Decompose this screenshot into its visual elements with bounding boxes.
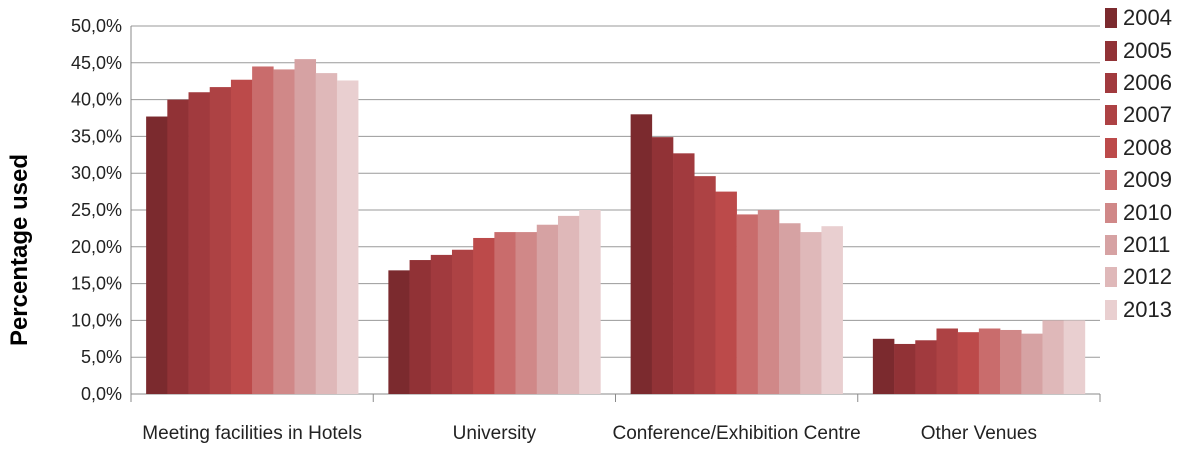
legend-item: 2011	[1105, 229, 1197, 261]
bar	[273, 69, 295, 394]
y-tick-label: 30,0%	[71, 163, 122, 183]
legend-item: 2008	[1105, 132, 1197, 164]
y-tick-label: 0,0%	[81, 384, 122, 404]
bar	[978, 328, 1001, 394]
legend-swatch	[1105, 72, 1117, 93]
y-axis-label: Percentage used	[6, 153, 33, 347]
y-tick-label: 40,0%	[71, 90, 122, 110]
y-tick-label: 25,0%	[71, 200, 122, 220]
y-tick-label: 5,0%	[81, 347, 122, 367]
legend-item: 2005	[1105, 34, 1197, 66]
bar	[936, 328, 958, 394]
bar	[915, 340, 937, 394]
bar	[579, 210, 601, 394]
legend-label: 2012	[1123, 264, 1172, 290]
y-tick-label: 15,0%	[71, 274, 122, 294]
y-tick-label: 50,0%	[71, 16, 122, 36]
bar	[515, 232, 538, 394]
bar	[821, 226, 843, 394]
legend-label: 2011	[1123, 231, 1171, 257]
bar	[630, 114, 653, 394]
y-tick-label: 10,0%	[71, 310, 122, 330]
legend-item: 2009	[1105, 164, 1197, 196]
bar	[252, 66, 274, 394]
bar	[894, 343, 916, 394]
bar	[757, 210, 780, 394]
bar	[336, 80, 359, 395]
bar	[409, 260, 432, 394]
y-tick-label: 20,0%	[71, 237, 122, 257]
x-tick-label: Meeting facilities in Hotels	[142, 423, 362, 444]
legend-label: 2010	[1123, 199, 1172, 225]
legend-item: 2007	[1105, 99, 1197, 131]
bar	[651, 137, 674, 395]
legend-label: 2008	[1123, 134, 1172, 160]
y-axis-label-container: Percentage used	[5, 100, 35, 400]
bar	[957, 332, 980, 394]
legend-item: 2013	[1105, 294, 1197, 326]
bar	[1063, 320, 1086, 394]
bar	[673, 153, 695, 394]
legend-label: 2006	[1123, 69, 1172, 95]
bar	[1021, 333, 1043, 394]
legend-item: 2006	[1105, 67, 1197, 99]
bar	[715, 191, 737, 394]
x-tick-label: Other Venues	[921, 423, 1037, 444]
legend-swatch	[1105, 8, 1117, 29]
legend-label: 2007	[1123, 102, 1172, 128]
legend: 2004 2005 2006 2007 2008 2009 2010 2011 2012 2013	[1105, 2, 1197, 326]
bar	[494, 232, 516, 394]
legend-item: 2012	[1105, 261, 1197, 293]
legend-swatch	[1105, 40, 1117, 61]
bar	[167, 99, 189, 394]
legend-swatch	[1105, 234, 1117, 255]
legend-label: 2013	[1123, 296, 1172, 322]
y-tick-label: 45,0%	[71, 53, 122, 73]
legend-item: 2004	[1105, 2, 1197, 34]
bar	[1042, 320, 1064, 394]
bar	[473, 237, 495, 394]
legend-label: 2004	[1123, 5, 1172, 31]
legend-label: 2005	[1123, 37, 1172, 63]
legend-swatch	[1105, 267, 1117, 288]
legend-swatch	[1105, 137, 1117, 158]
legend-swatch	[1105, 170, 1117, 191]
bar	[230, 79, 253, 394]
bar	[188, 92, 211, 395]
bar	[800, 232, 822, 394]
bar	[536, 224, 559, 394]
bar	[557, 215, 580, 394]
legend-item: 2010	[1105, 196, 1197, 228]
bar	[388, 270, 410, 394]
bar	[430, 254, 453, 394]
bar	[1000, 329, 1022, 394]
y-tick-label: 35,0%	[71, 126, 122, 146]
legend-swatch	[1105, 105, 1117, 126]
legend-swatch	[1105, 202, 1117, 223]
bar	[779, 223, 801, 394]
x-tick-label: University	[453, 423, 537, 444]
x-tick-label: Conference/Exhibition Centre	[613, 423, 861, 444]
legend-label: 2009	[1123, 167, 1172, 193]
bar	[315, 73, 338, 394]
bar	[872, 338, 895, 394]
bar	[736, 214, 759, 394]
bar	[451, 249, 474, 394]
bar	[209, 87, 232, 394]
legend-swatch	[1105, 299, 1117, 320]
bar	[146, 116, 168, 394]
bar	[294, 59, 317, 395]
bar	[694, 176, 716, 394]
